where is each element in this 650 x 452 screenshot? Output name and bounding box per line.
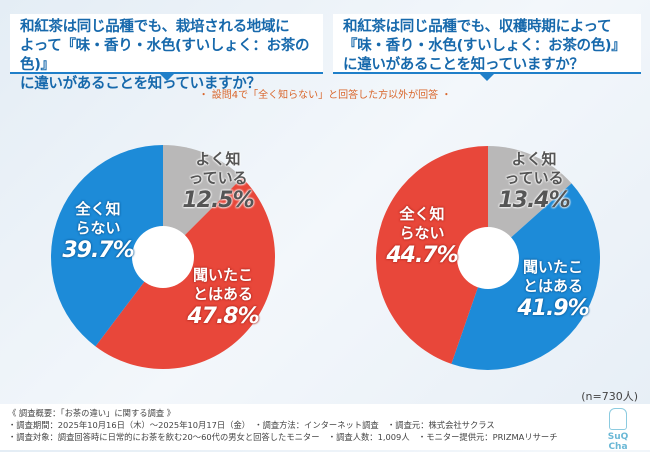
pie-slice-not-know <box>375 146 488 364</box>
pie-center-hole <box>132 226 194 288</box>
category-label: 全く知らない <box>75 200 121 237</box>
question-box-1: 和紅茶は同じ品種でも、栽培される地域に よって『味・香り・水色(すいしょく：お茶… <box>10 14 323 92</box>
sample-size: (n=730人) <box>581 390 638 403</box>
category-label: よく知っている <box>188 150 248 187</box>
label-heard-2: 聞いたことはある 41.9% <box>508 258 598 322</box>
pointer-triangle <box>479 73 495 81</box>
question-line: 『味・香り・水色(すいしょく：お茶の色)』 <box>343 38 626 54</box>
survey-footer: 《 調査概要：「お茶の違い」に関する調査 》 ・調査期間：2025年10月16日… <box>0 404 650 450</box>
footer-line: 《 調査概要：「お茶の違い」に関する調査 》 <box>8 408 176 418</box>
category-label: 聞いたことはある <box>523 258 584 295</box>
percent-label: 39.7% <box>62 238 134 263</box>
question-line: に違いがあることを知っていますか？ <box>20 76 261 92</box>
respondent-note: ・ 設問4で「全く知らない」と回答した方以外が回答 ・ <box>198 90 452 101</box>
logo-text: SuQ Cha <box>607 432 629 452</box>
percent-label: 44.7% <box>386 243 458 268</box>
pie-center-hole <box>457 227 519 289</box>
label-heard-1: 聞いたことはある 47.8% <box>178 266 268 330</box>
percent-label: 47.8% <box>187 304 259 329</box>
percent-label: 41.9% <box>517 296 589 321</box>
brand-logo: SuQ Cha <box>600 408 636 452</box>
footer-line: ・調査対象：調査回答時に日常的にお茶を飲む20～60代の男女と回答したモニター … <box>8 432 558 442</box>
category-label: 全く知らない <box>399 205 445 242</box>
percent-label: 12.5% <box>182 188 254 213</box>
question-line: よって『味・香り・水色(すいしょく：お茶の色)』 <box>20 38 310 73</box>
category-label: よく知っている <box>504 150 564 187</box>
label-know-well-2: よく知っている 13.4% <box>494 150 574 214</box>
label-know-well-1: よく知っている 12.5% <box>178 150 258 214</box>
label-not-know-2: 全く知らない 44.7% <box>382 205 462 269</box>
pie-slice-know-well <box>488 146 572 258</box>
percent-label: 13.4% <box>498 188 570 213</box>
pie-slice-know-well <box>163 145 243 257</box>
question-line: 和紅茶は同じ品種でも、収穫時期によって <box>343 19 612 35</box>
cup-icon <box>609 408 627 430</box>
pie-slice-heard <box>451 183 600 370</box>
question-line: 和紅茶は同じ品種でも、栽培される地域に <box>20 19 290 35</box>
pointer-triangle <box>158 73 175 81</box>
question-line: に違いがあることを知っていますか？ <box>343 57 584 73</box>
footer-line: ・調査期間：2025年10月16日（木）～2025年10月17日（金） ・調査方… <box>8 420 495 430</box>
category-label: 聞いたことはある <box>193 266 254 303</box>
pie-slice-not-know <box>51 145 164 347</box>
question-box-2: 和紅茶は同じ品種でも、収穫時期によって 『味・香り・水色(すいしょく：お茶の色)… <box>333 14 641 81</box>
label-not-know-1: 全く知らない 39.7% <box>58 200 138 264</box>
